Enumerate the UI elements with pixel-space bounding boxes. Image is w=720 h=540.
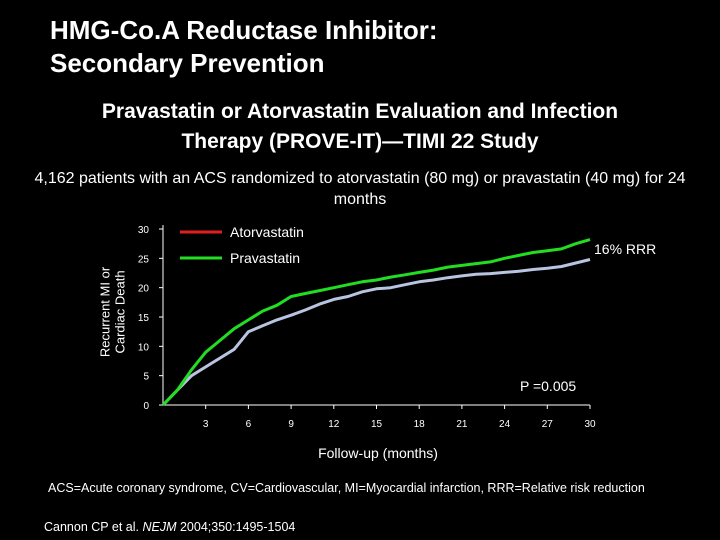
y-tick-label: 10 [138, 342, 150, 353]
y-tick-label: 15 [138, 313, 150, 324]
x-axis-label: Follow-up (months) [318, 445, 438, 461]
slide-title: HMG-Co.A Reductase Inhibitor: Secondary … [50, 14, 438, 80]
x-tick-label: 24 [499, 419, 511, 430]
x-tick-label: 3 [203, 419, 209, 430]
y-tick-label: 30 [138, 225, 150, 236]
rrr-annotation: 16% RRR [594, 241, 656, 257]
atorvastatin-legend-label: Atorvastatin [230, 224, 304, 240]
comparison-series-line [161, 258, 591, 407]
x-tick-label: 18 [414, 419, 426, 430]
slide-title-line1: HMG-Co.A Reductase Inhibitor: [50, 15, 438, 45]
citation-details: 2004;350:1495-1504 [176, 520, 296, 534]
y-tick-label: 5 [143, 372, 149, 383]
chart-axes: 0 5 10 15 20 25 30 3 6 9 12 15 18 21 24 27 30 [138, 225, 596, 430]
study-title: Pravastatin or Atorvastatin Evaluation a… [0, 97, 720, 157]
chart-series [161, 238, 591, 407]
y-tick-label: 20 [138, 284, 150, 295]
y-tick-label: 0 [143, 401, 149, 412]
study-title-line2: Therapy (PROVE-IT)—TIMI 22 Study [181, 130, 539, 153]
citation-author: Cannon CP et al. [44, 520, 143, 534]
abbreviations-footnote: ACS=Acute coronary syndrome, CV=Cardiova… [48, 481, 645, 495]
pravastatin-series-line [161, 238, 591, 407]
x-tick-label: 9 [288, 419, 294, 430]
p-value-annotation: P =0.005 [520, 378, 576, 394]
x-tick-label: 30 [584, 419, 596, 430]
study-title-line1: Pravastatin or Atorvastatin Evaluation a… [101, 100, 619, 123]
x-tick-label: 15 [371, 419, 383, 430]
pravastatin-legend-label: Pravastatin [230, 250, 300, 266]
citation: Cannon CP et al. NEJM 2004;350:1495-1504 [44, 520, 295, 534]
chart-legend: Atorvastatin Pravastatin [180, 224, 304, 266]
y-tick-label: 25 [138, 254, 150, 265]
y-axis-label: Recurrent MI orCardiac Death [97, 266, 127, 357]
citation-journal: NEJM [142, 520, 177, 534]
slide-title-line2: Secondary Prevention [50, 48, 325, 78]
study-description: 4,162 patients with an ACS randomized to… [34, 170, 686, 208]
x-tick-label: 21 [456, 419, 468, 430]
x-tick-label: 12 [328, 419, 340, 430]
x-tick-label: 27 [542, 419, 554, 430]
x-tick-label: 6 [246, 419, 252, 430]
